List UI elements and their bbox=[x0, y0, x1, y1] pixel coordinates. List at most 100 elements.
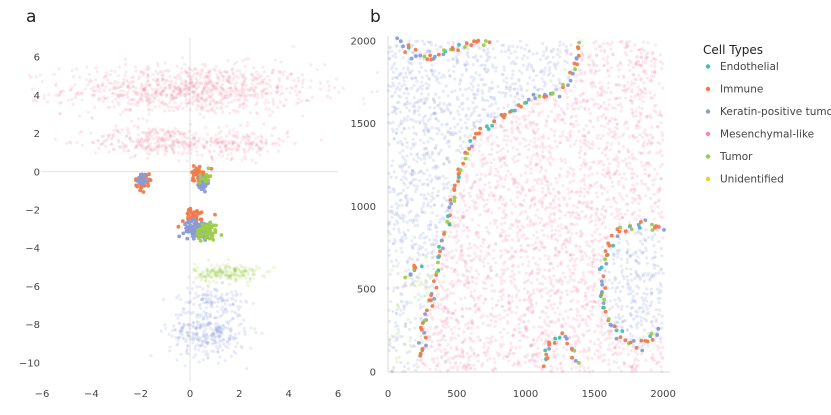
point bbox=[184, 83, 188, 87]
point bbox=[175, 76, 179, 80]
point bbox=[262, 87, 266, 91]
point bbox=[617, 222, 621, 226]
point bbox=[251, 301, 256, 305]
point bbox=[534, 261, 538, 265]
point bbox=[172, 139, 176, 143]
point bbox=[540, 109, 544, 114]
point bbox=[151, 128, 155, 132]
point bbox=[515, 292, 519, 296]
point bbox=[583, 294, 588, 298]
point bbox=[291, 44, 295, 48]
point bbox=[517, 239, 521, 243]
point bbox=[493, 173, 497, 178]
point bbox=[253, 76, 257, 80]
point bbox=[147, 97, 151, 101]
point bbox=[590, 233, 594, 238]
point bbox=[477, 338, 482, 342]
point bbox=[210, 82, 214, 86]
point bbox=[106, 105, 110, 109]
point bbox=[74, 67, 79, 71]
point bbox=[78, 75, 82, 79]
point bbox=[400, 131, 404, 135]
point bbox=[560, 226, 564, 230]
point bbox=[590, 356, 594, 360]
point bbox=[181, 135, 185, 139]
point bbox=[156, 61, 160, 65]
point bbox=[270, 134, 274, 138]
point bbox=[199, 75, 203, 79]
point bbox=[488, 169, 492, 173]
point bbox=[622, 186, 626, 190]
point bbox=[240, 158, 244, 162]
point bbox=[575, 313, 579, 318]
point bbox=[168, 134, 173, 138]
point bbox=[100, 135, 104, 139]
point bbox=[635, 59, 639, 63]
point bbox=[615, 210, 620, 214]
point bbox=[212, 67, 216, 71]
point bbox=[92, 88, 96, 92]
point bbox=[248, 86, 252, 90]
point bbox=[192, 355, 196, 359]
point bbox=[471, 149, 475, 153]
point bbox=[574, 139, 578, 143]
point bbox=[544, 311, 548, 315]
point bbox=[97, 146, 101, 150]
point bbox=[216, 76, 220, 80]
point bbox=[96, 85, 100, 89]
point bbox=[149, 98, 153, 102]
point bbox=[540, 242, 544, 246]
point bbox=[185, 343, 190, 348]
point bbox=[209, 140, 213, 144]
point bbox=[128, 108, 132, 112]
point bbox=[250, 143, 254, 147]
point bbox=[272, 266, 276, 270]
point bbox=[594, 218, 598, 222]
point bbox=[587, 370, 592, 374]
point bbox=[579, 277, 583, 281]
point bbox=[205, 272, 209, 276]
point bbox=[495, 225, 499, 229]
point bbox=[623, 157, 628, 161]
point bbox=[489, 341, 493, 345]
point bbox=[626, 80, 630, 84]
point bbox=[510, 269, 514, 273]
point bbox=[593, 238, 597, 242]
point bbox=[192, 136, 196, 140]
point bbox=[434, 43, 438, 47]
point bbox=[523, 320, 527, 324]
point bbox=[591, 143, 595, 147]
point bbox=[93, 78, 98, 82]
point bbox=[512, 327, 516, 331]
point bbox=[529, 156, 534, 160]
point bbox=[553, 213, 557, 217]
point bbox=[98, 86, 102, 90]
point bbox=[172, 131, 177, 135]
point bbox=[192, 90, 196, 94]
point bbox=[288, 73, 292, 77]
point bbox=[535, 181, 540, 185]
point bbox=[467, 229, 471, 233]
point bbox=[601, 313, 605, 317]
point bbox=[417, 70, 421, 74]
point bbox=[572, 289, 576, 293]
point bbox=[601, 42, 606, 46]
point bbox=[200, 90, 204, 94]
point bbox=[225, 265, 229, 269]
point bbox=[201, 331, 206, 336]
point bbox=[259, 139, 263, 143]
point bbox=[588, 339, 593, 343]
point bbox=[199, 306, 203, 311]
point bbox=[95, 69, 99, 74]
point bbox=[660, 162, 664, 166]
point bbox=[145, 178, 150, 183]
point bbox=[605, 157, 610, 161]
point bbox=[194, 336, 198, 340]
point bbox=[486, 245, 490, 249]
point bbox=[537, 364, 541, 369]
point bbox=[231, 89, 235, 93]
point bbox=[635, 174, 639, 178]
point bbox=[117, 65, 121, 69]
point bbox=[118, 145, 123, 149]
point bbox=[510, 254, 514, 258]
